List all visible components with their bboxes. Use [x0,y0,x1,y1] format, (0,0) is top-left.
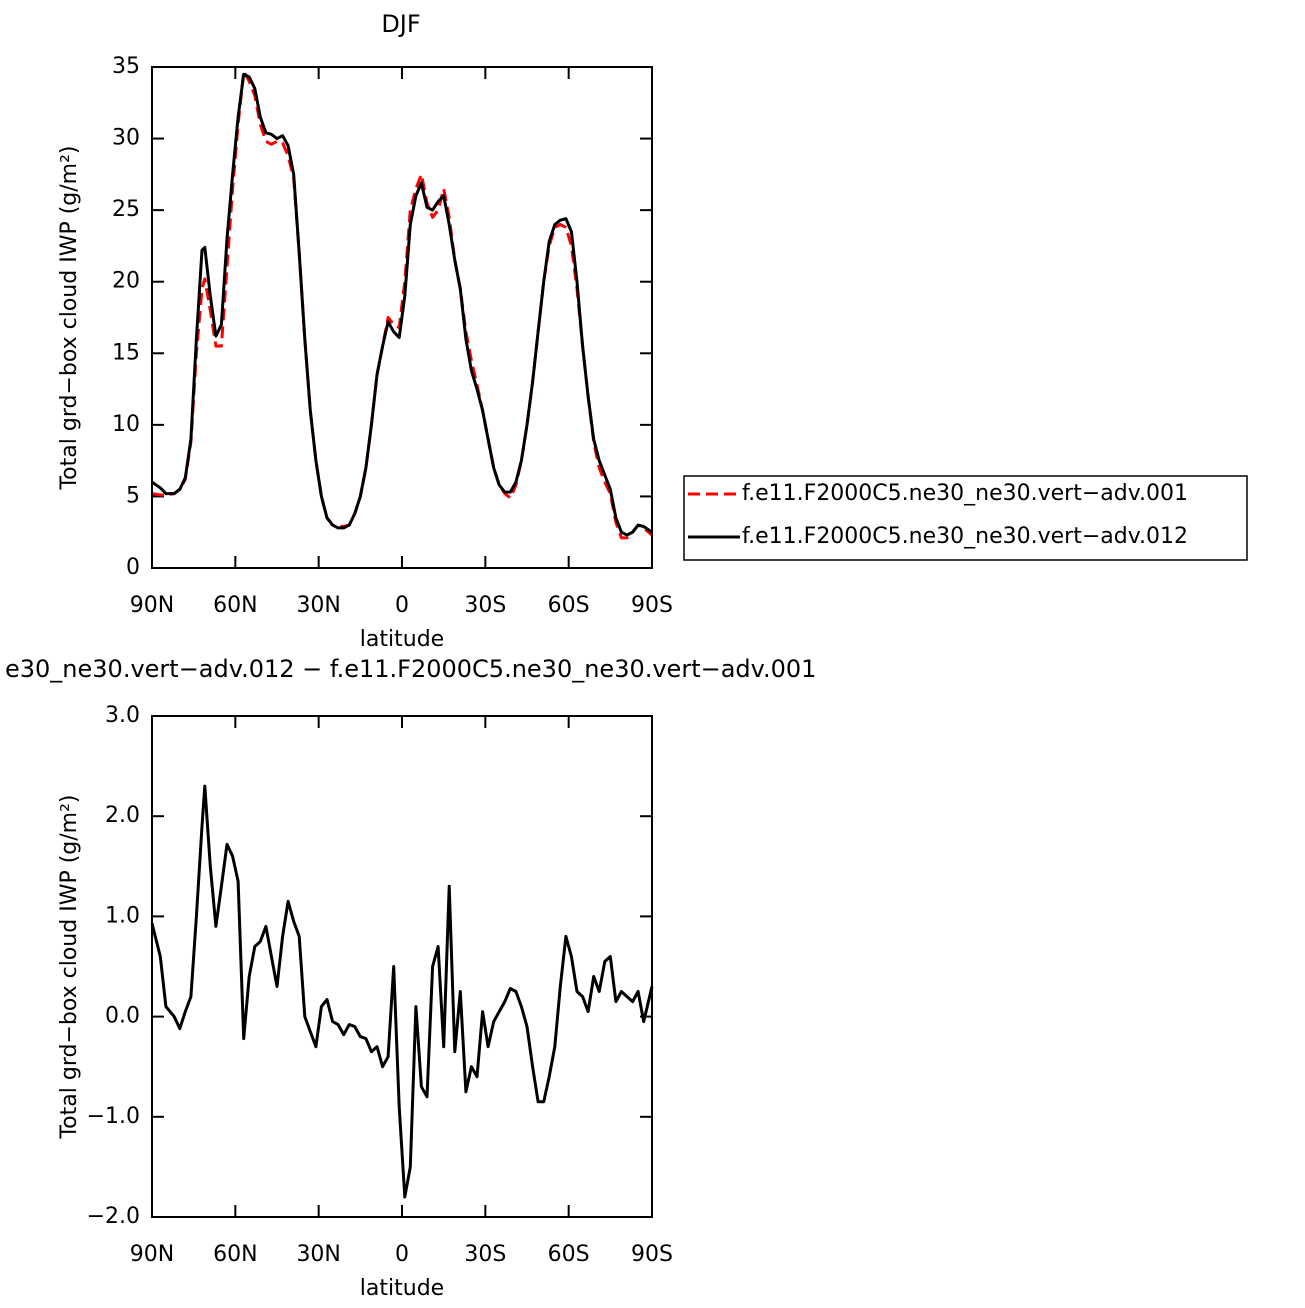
x-tick-label: 30N [296,1242,340,1267]
y-tick-label: 1.0 [105,903,140,928]
chart-title: DJF [381,10,420,38]
x-tick-label: 30N [296,593,340,618]
x-tick-label: 90N [130,1242,174,1267]
legend-label: f.e11.F2000C5.ne30_ne30.vert−adv.001 [742,481,1188,506]
data-line [151,69,653,540]
chart-title: e30_ne30.vert−adv.012 − f.e11.F2000C5.ne… [5,655,816,683]
y-tick-label: 25 [112,197,140,222]
x-tick-label: 60S [548,593,590,618]
x-tick-label: 0 [395,1242,409,1267]
y-axis-label: Total grd−box cloud IWP (g/m²) [57,794,82,1139]
x-tick-label: 90S [631,1242,673,1267]
x-axis-label: latitude [360,1276,444,1301]
x-tick-label: 60N [213,1242,257,1267]
plot-frame [151,66,653,569]
y-axis-label: Total grd−box cloud IWP (g/m²) [57,145,82,490]
data-line [151,72,653,537]
x-tick-label: 30S [464,593,506,618]
x-tick-label: 90N [130,593,174,618]
y-tick-label: 3.0 [105,703,140,728]
x-tick-label: 90S [631,593,673,618]
y-tick-label: 0.0 [105,1004,140,1029]
y-tick-label: 10 [112,412,140,437]
y-tick-label: 15 [112,340,140,365]
x-tick-label: 0 [395,593,409,618]
x-tick-label: 30S [464,1242,506,1267]
y-tick-label: 35 [112,54,140,79]
x-axis-label: latitude [360,627,444,652]
y-tick-label: 0 [126,555,140,580]
y-tick-label: 30 [112,126,140,151]
y-tick-label: 5 [126,483,140,508]
legend-label: f.e11.F2000C5.ne30_ne30.vert−adv.012 [742,524,1188,549]
plot-frame [151,715,653,1218]
y-tick-label: −1.0 [87,1104,140,1129]
x-tick-label: 60S [548,1242,590,1267]
y-tick-label: 20 [112,269,140,294]
data-line [150,784,654,1199]
legend-box [683,475,1248,561]
x-tick-label: 60N [213,593,257,618]
y-tick-label: 2.0 [105,803,140,828]
y-tick-label: −2.0 [87,1204,140,1229]
